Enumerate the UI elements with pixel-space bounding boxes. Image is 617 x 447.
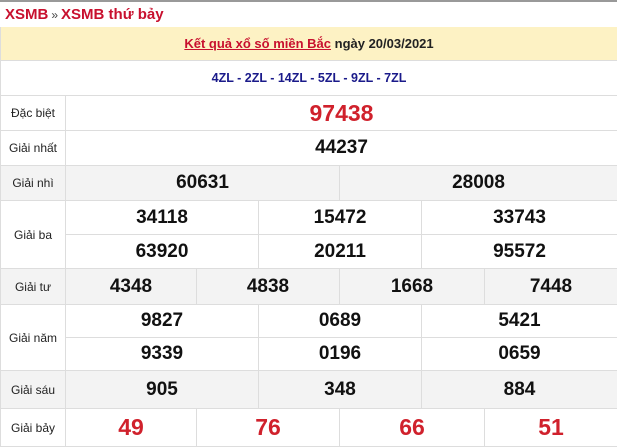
prize-row-fourth: Giải tư 4348 4838 1668 7448 (1, 269, 617, 305)
prize-row-sixth: Giải sáu 905 348 884 (1, 371, 617, 409)
prize-number: 44237 (315, 137, 368, 158)
prize-number: 884 (503, 378, 536, 400)
prize-number: 348 (259, 371, 422, 408)
prize-number: 49 (66, 409, 197, 446)
prize-row-seventh: Giải bảy 49 76 66 51 (1, 409, 617, 447)
prize-number: 0659 (498, 343, 541, 364)
prize-number: 51 (538, 414, 564, 440)
prize-row-fifth: Giải năm 9827 0689 5421 9339 0196 0659 (1, 305, 617, 371)
prize-number: 66 (340, 409, 485, 446)
results-header: Kết quả xổ số miền Bắc ngày 20/03/2021 (1, 27, 617, 61)
prize-number: 76 (197, 409, 340, 446)
prize-number: 5421 (498, 310, 541, 331)
prize-number: 34118 (66, 201, 259, 234)
prize-label: Giải sáu (1, 371, 66, 408)
prize-number: 0196 (259, 338, 422, 370)
breadcrumb-home[interactable]: XSMB (5, 6, 49, 23)
prize-number: 60631 (66, 166, 340, 200)
prize-label: Giải ba (1, 201, 66, 268)
prize-number: 905 (66, 371, 259, 408)
prize-number: 9339 (66, 338, 259, 370)
prize-number: 7448 (529, 275, 573, 297)
prize-number: 15472 (259, 201, 422, 234)
prize-number: 4348 (66, 269, 197, 304)
prize-label: Giải bảy (1, 409, 66, 446)
prize-label: Giải tư (1, 269, 66, 304)
prize-number: 33743 (493, 206, 546, 228)
prize-row-third: Giải ba 34118 15472 33743 63920 20211 95572 (1, 201, 617, 269)
prize-label: Đặc biệt (1, 96, 66, 130)
breadcrumb: XSMB» XSMB thứ bảy (0, 2, 617, 27)
prize-number: 95572 (493, 240, 546, 262)
ticket-codes: 4ZL - 2ZL - 14ZL - 5ZL - 9ZL - 7ZL (1, 61, 617, 96)
prize-label: Giải nhất (1, 131, 66, 165)
prize-number: 20211 (259, 235, 422, 268)
prize-number: 97438 (309, 99, 374, 126)
prize-number: 28008 (452, 172, 505, 193)
prize-number: 63920 (66, 235, 259, 268)
prize-label: Giải nhì (1, 166, 66, 200)
prize-row-first: Giải nhất 44237 (1, 131, 617, 166)
results-table: Kết quả xổ số miền Bắc ngày 20/03/2021 4… (0, 27, 617, 447)
prize-label: Giải năm (1, 305, 66, 370)
results-link[interactable]: Kết quả xổ số miền Bắc (184, 36, 331, 51)
prize-row-second: Giải nhì 60631 28008 (1, 166, 617, 201)
prize-row-special: Đặc biệt 97438 (1, 96, 617, 131)
results-date: ngày 20/03/2021 (334, 36, 434, 51)
prize-number: 0689 (259, 305, 422, 337)
prize-number: 4838 (197, 269, 340, 304)
prize-number: 1668 (340, 269, 485, 304)
prize-number: 9827 (66, 305, 259, 337)
breadcrumb-current[interactable]: XSMB thứ bảy (61, 6, 164, 23)
breadcrumb-separator: » (51, 8, 59, 22)
